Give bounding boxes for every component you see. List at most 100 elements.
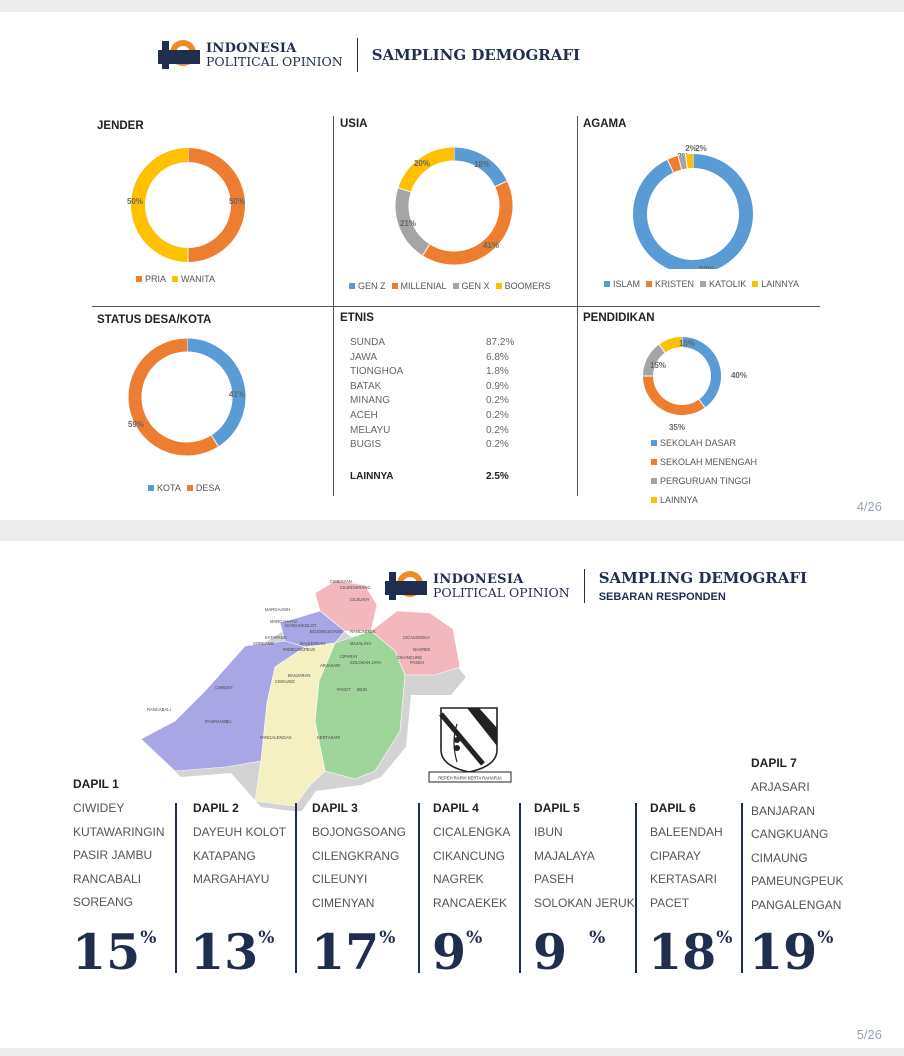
pendidikan-data-label: 10% (679, 339, 695, 348)
status-legend: KOTA DESA (148, 483, 226, 493)
status-legend-label: KOTA (157, 483, 181, 493)
dapil-percentage-value: 9 (432, 923, 467, 981)
dapil-percentage: 17% (311, 928, 395, 977)
dapil-heading: DAPIL 5 (534, 801, 580, 815)
usia-legend-swatch (452, 283, 459, 289)
pendidikan-legend-label: LAINNYA (660, 495, 698, 505)
panel-title-agama: AGAMA (583, 118, 627, 130)
usia-legend-item: MILLENIAL (391, 281, 447, 291)
map-label: PASIRJAMBU (205, 719, 231, 724)
usia-data-label: 41% (483, 241, 499, 250)
jender-legend-item: PRIA (136, 274, 166, 284)
usia-legend-item: GEN Z (349, 281, 386, 291)
jender-legend-label: WANITA (181, 274, 216, 284)
dapil-percentage-unit: % (466, 928, 483, 948)
map-label: NAGREK (413, 647, 431, 652)
usia-legend-label: GEN Z (358, 281, 386, 291)
dapil-percentage: 9% (533, 928, 605, 977)
map-label: PAMEUNGPEUK (283, 647, 315, 652)
etnis-row-value: 0.2% (486, 395, 509, 407)
pendidikan-legend-label: PERGURUAN TINGGI (660, 476, 751, 486)
dapil-district: CIMAUNG (751, 850, 808, 865)
map-label: CIWIDEY (215, 685, 233, 690)
page-number: 4/26 (856, 499, 882, 514)
pendidikan-legend-swatch (651, 478, 657, 484)
agama-legend-item: ISLAM (604, 279, 640, 289)
dapil-district: PANGALENGAN (751, 897, 842, 912)
map-label: SOLOKAN JAYA (350, 660, 381, 665)
usia-legend-label: MILLENIAL (400, 281, 447, 291)
dapil-heading: DAPIL 4 (433, 801, 479, 815)
dapil-district: CIMENYAN (312, 895, 375, 910)
dapil-percentage-value: 13 (190, 923, 259, 981)
usia-donut-chart: 18% 41% 21% 20% (395, 147, 513, 265)
panel-title-pendidikan: PENDIDIKAN (583, 312, 655, 324)
dapil-percentage-unit: % (379, 928, 396, 948)
dapil-district: ARJASARI (751, 780, 810, 794)
dapil-7-column: DAPIL 7 ARJASARI BANJARAN CANGKUANG CIMAUNG P… (751, 756, 843, 921)
agama-data-label: 93% (699, 265, 715, 269)
map-label: CILEUNYI (350, 597, 369, 602)
dapil-1-column: DAPIL 1 CIWIDEY KUTAWARINGIN PASIR JAMBU RAN… (73, 777, 165, 919)
etnis-row-value: 0.2% (486, 410, 509, 421)
map-label: ARJASARI (320, 663, 340, 668)
agama-legend-item: KRISTEN (646, 279, 694, 289)
dapil-district: PAMEUNGPEUK (751, 874, 844, 888)
brand-name: INDONESIA POLITICAL OPINION (433, 573, 570, 600)
jender-legend-item: WANITA (172, 274, 215, 284)
agama-legend-label: KATOLIK (709, 279, 747, 289)
dapil-district: IBUN (534, 825, 563, 839)
etnis-row-value: 1.8% (486, 366, 509, 378)
agama-data-label: 2% (685, 144, 697, 153)
dapil-district: RANCAEKEK (433, 895, 508, 910)
pendidikan-legend-swatch (651, 440, 657, 446)
map-region-dapil3 (314, 580, 378, 632)
etnis-row-name: SUNDA (350, 337, 386, 348)
pendidikan-legend: SEKOLAH DASAR SEKOLAH MENENGAH PERGURUAN T… (651, 438, 763, 514)
grid-divider (92, 306, 820, 307)
map-label: BOJONGSOANG (310, 629, 343, 634)
map-label: BANJARAN (288, 673, 310, 678)
pendidikan-legend-item: PERGURUAN TINGGI (651, 476, 751, 486)
dapil-percentage-unit: % (258, 928, 275, 948)
etnis-row-value: 0.2% (486, 439, 509, 451)
panel-title-usia: USIA (340, 118, 368, 130)
map-region-dapil1 (140, 640, 306, 772)
usia-slice-separator (398, 187, 411, 193)
dapil-district: BOJONGSOANG (312, 825, 407, 839)
dapil-divider (418, 803, 420, 973)
status-legend-item: DESA (186, 483, 220, 493)
dapil-district: CANGKUANG (751, 827, 829, 841)
dapil-district: CICALENGKA (433, 825, 511, 839)
dapil-district: MAJALAYA (534, 848, 595, 863)
map-region-dapil7 (254, 642, 336, 807)
dapil-district: KATAPANG (193, 848, 256, 863)
dapil-district: BANJARAN (751, 803, 816, 818)
dapil-percentage-value: 17 (311, 923, 380, 981)
bandung-regency-emblem-icon: REPEH RAPIH KERTA RAHARJA (428, 707, 512, 783)
usia-legend-swatch (495, 283, 502, 289)
jender-slice-pria (187, 148, 245, 262)
map-label: MARGAASIH (265, 607, 290, 612)
map-label: CICALENGKA (403, 635, 430, 640)
pendidikan-data-label: 15% (650, 361, 666, 370)
pendidikan-data-label: 35% (669, 423, 685, 430)
dapil-district: DAYEUH KOLOT (193, 825, 287, 839)
pendidikan-legend-item: SEKOLAH DASAR (651, 438, 736, 448)
dapil-district: BALEENDAH (650, 825, 723, 839)
etnis-row-name: BATAK (350, 380, 382, 392)
brand-header: INDONESIA POLITICAL OPINION SAMPLING DEM… (385, 569, 807, 603)
status-legend-swatch (186, 485, 193, 491)
panel-title-jender: JENDER (97, 120, 144, 132)
dapil-divider (175, 803, 177, 973)
jender-legend-swatch (136, 276, 142, 282)
status-legend-item: KOTA (148, 483, 181, 493)
usia-slice-separator (422, 244, 431, 256)
brand-line1: INDONESIA (433, 571, 524, 587)
status-slice-separator (210, 435, 219, 447)
agama-slice-separator (677, 155, 683, 170)
map-label: PANGALENGAN (260, 735, 292, 740)
slide-5: CIMENYAN CILENGKRANG CILEUNYI MARGAASIH MARG… (0, 541, 904, 1048)
etnis-other-value: 2.5% (486, 471, 509, 482)
